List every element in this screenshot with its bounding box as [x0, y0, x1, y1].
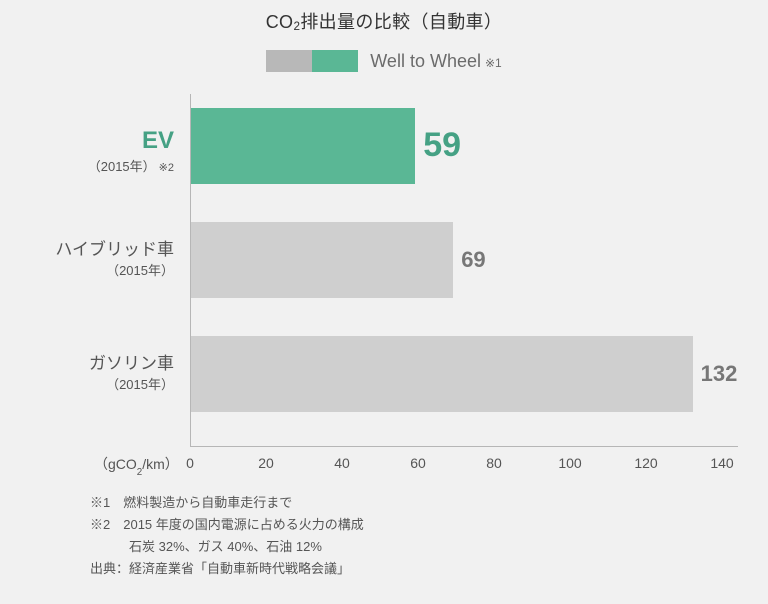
legend: Well to Wheel ※1 [0, 50, 768, 77]
xtick-20: 20 [258, 455, 274, 471]
xtick-80: 80 [486, 455, 502, 471]
category-label-0: EV（2015年）※2 [4, 124, 174, 176]
legend-swatch-1 [312, 50, 358, 72]
title-prefix: CO [266, 12, 294, 32]
footnote-0: ※1 燃料製造から自動車走行まで [90, 492, 364, 514]
xtick-60: 60 [410, 455, 426, 471]
category-sub-0: （2015年）※2 [4, 158, 174, 176]
bar-1 [191, 222, 453, 298]
xtick-0: 0 [186, 455, 194, 471]
title-suffix: 排出量の比較（自動車） [300, 12, 502, 32]
bar-value-0: 59 [423, 126, 461, 165]
bar-value-1: 69 [461, 247, 485, 273]
footnotes: ※1 燃料製造から自動車走行まで※2 2015 年度の国内電源に占める火力の構成… [90, 492, 364, 580]
bar-0 [191, 108, 415, 184]
category-sub-1: （2015年） [4, 262, 174, 280]
footnote-1: ※2 2015 年度の国内電源に占める火力の構成 [90, 514, 364, 536]
bar-value-2: 132 [701, 361, 738, 387]
plot-area: 5969132 [190, 94, 723, 446]
legend-swatch-0 [266, 50, 312, 72]
xtick-120: 120 [634, 455, 657, 471]
x-axis-unit: （gCO2/km） [94, 454, 179, 476]
bar-2 [191, 336, 693, 412]
footnote-3: 出典：経済産業省「自動車新時代戦略会議」 [90, 558, 364, 580]
category-name-1: ハイブリッド車 [4, 238, 174, 262]
category-sub-2: （2015年） [4, 376, 174, 394]
footnote-2: 石炭 32%、ガス 40%、石油 12% [90, 536, 364, 558]
legend-note: ※1 [485, 56, 502, 70]
category-name-2: ガソリン車 [4, 352, 174, 376]
legend-label: Well to Wheel [370, 51, 481, 72]
co2-chart: CO2排出量の比較（自動車） Well to Wheel ※1 5969132 … [0, 0, 768, 604]
xtick-100: 100 [558, 455, 581, 471]
xtick-140: 140 [710, 455, 733, 471]
x-axis: 020406080100120140 [190, 446, 738, 447]
title-sub: 2 [293, 20, 300, 33]
chart-title: CO2排出量の比較（自動車） [0, 8, 768, 34]
category-label-2: ガソリン車（2015年） [4, 352, 174, 394]
category-name-0: EV [4, 124, 174, 158]
category-label-1: ハイブリッド車（2015年） [4, 238, 174, 280]
xtick-40: 40 [334, 455, 350, 471]
